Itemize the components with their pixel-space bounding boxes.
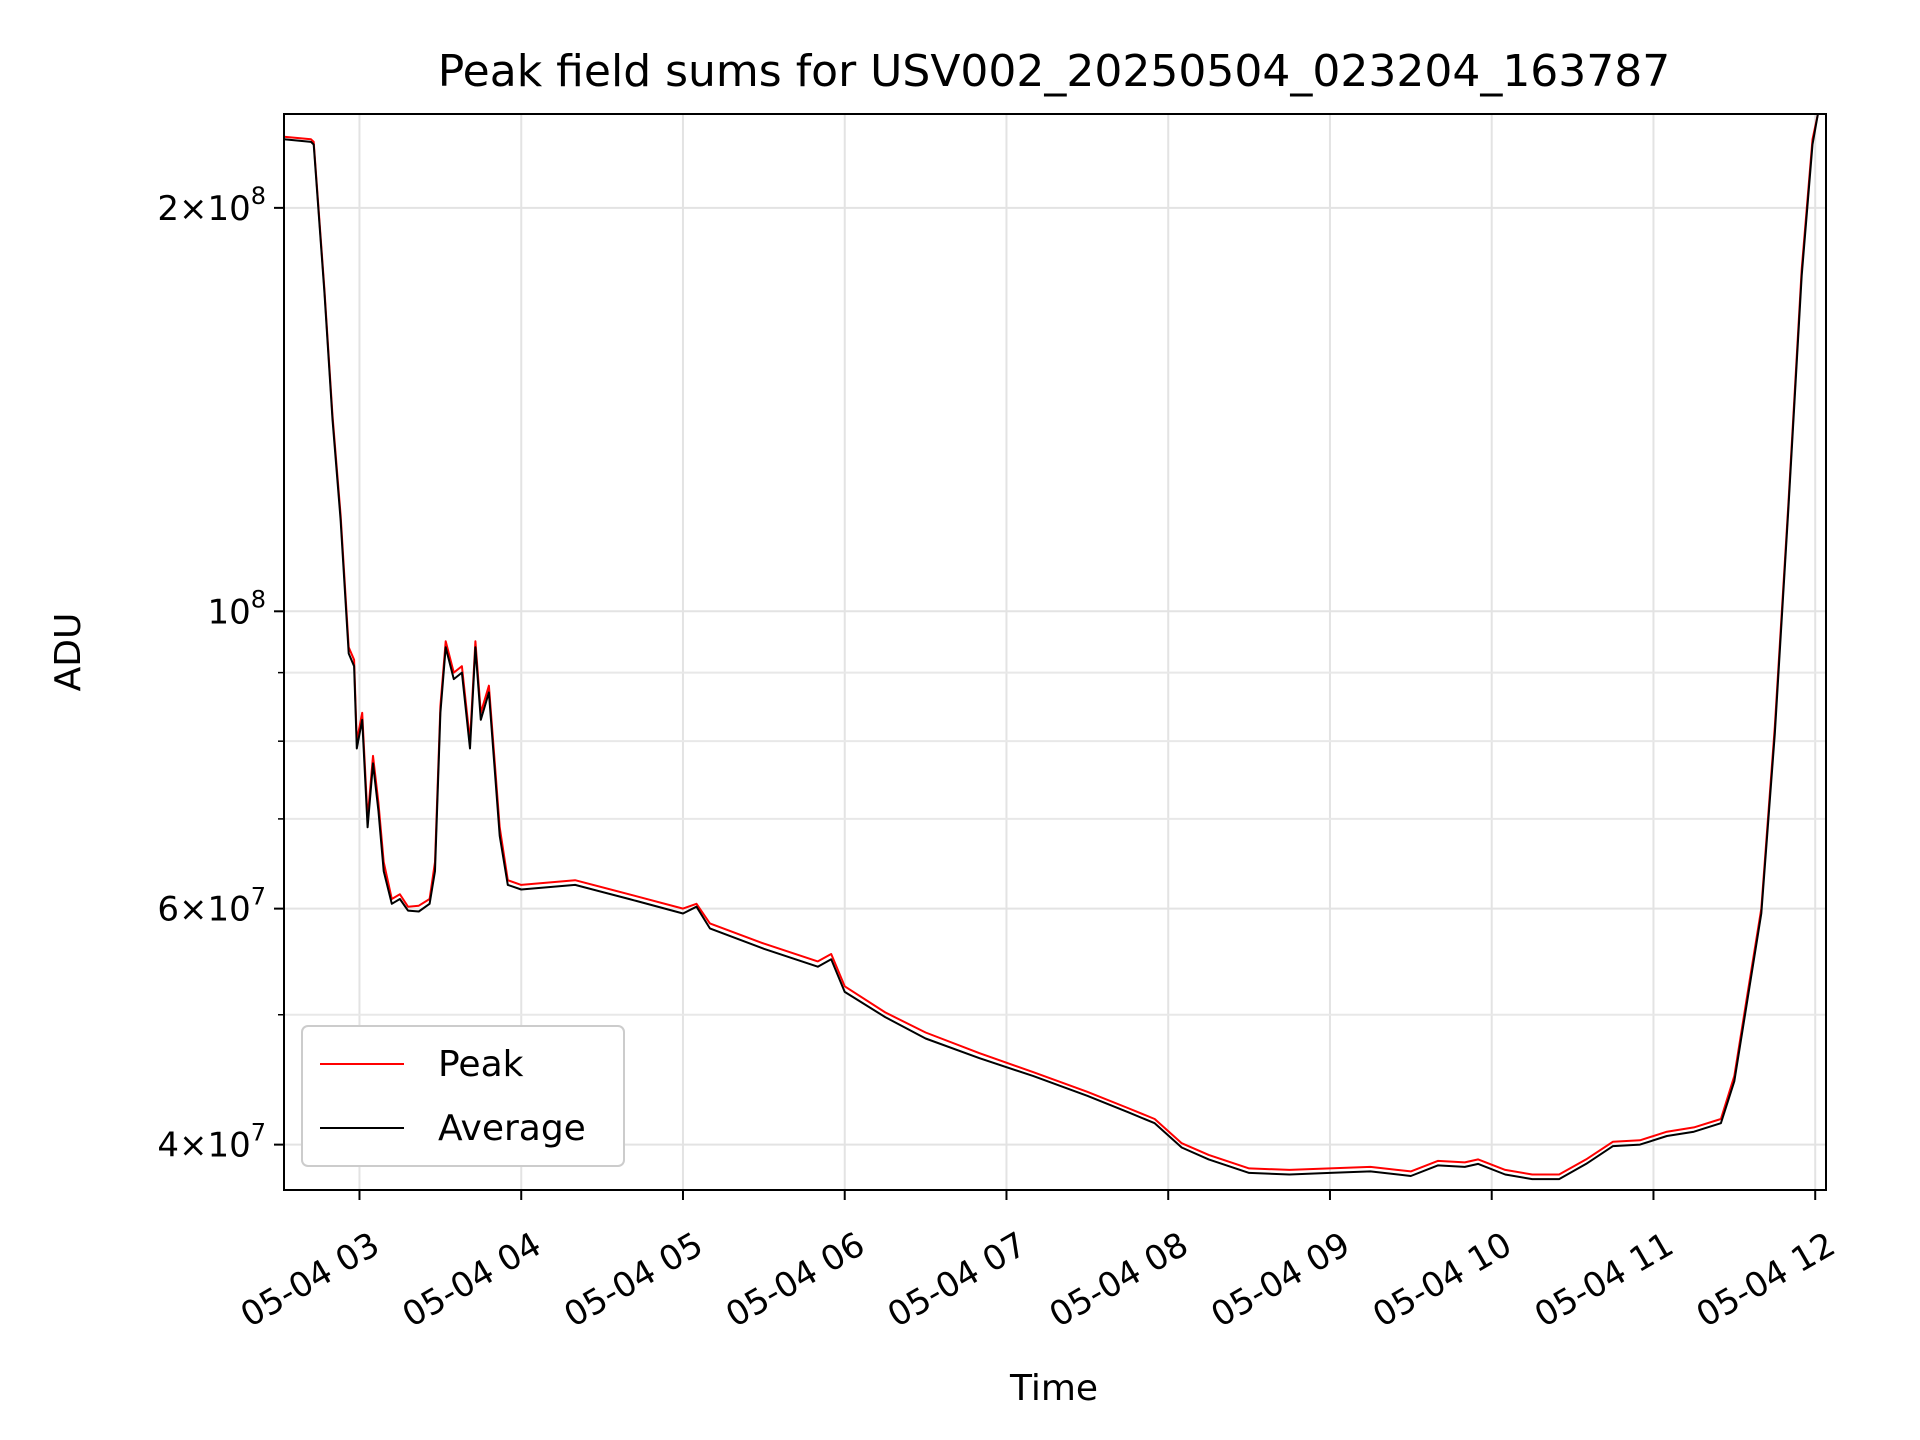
grid — [284, 114, 1826, 1190]
y-tick-base: 4×10 — [157, 1126, 250, 1166]
y-tick-base: 2×10 — [157, 189, 250, 229]
plot-frame — [283, 113, 1827, 1191]
y-tick-exponent: 8 — [251, 585, 266, 613]
series-layer — [283, 113, 1826, 1181]
legend-label: Peak — [438, 1044, 524, 1085]
legend-box — [301, 1025, 625, 1167]
y-tick-label: 6×107 — [157, 883, 266, 930]
y-tick-label: 2×108 — [157, 182, 266, 229]
legend-label: Average — [438, 1108, 586, 1149]
series-line-average — [283, 113, 1826, 1181]
y-tick-exponent: 8 — [251, 182, 266, 210]
y-tick-exponent: 7 — [251, 1119, 266, 1147]
y-axis-label: ADU — [48, 613, 89, 692]
y-tick-label: 4×107 — [157, 1119, 266, 1166]
y-tick-exponent: 7 — [251, 883, 266, 911]
y-tick-base: 6×10 — [157, 890, 250, 930]
y-tick-label: 108 — [207, 585, 266, 632]
legend: Peak Average — [301, 1025, 625, 1167]
chart-title: Peak field sums for USV002_20250504_0232… — [438, 46, 1671, 97]
y-tick-base: 10 — [207, 592, 250, 632]
x-axis-label: Time — [1009, 1368, 1098, 1409]
